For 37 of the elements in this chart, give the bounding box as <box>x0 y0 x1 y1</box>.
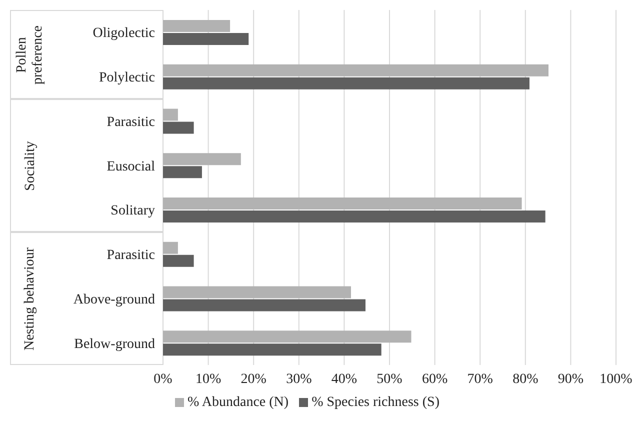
x-tick-label: 90% <box>558 372 584 387</box>
x-tick-label: 40% <box>331 372 358 387</box>
bar <box>163 330 412 343</box>
bar <box>163 64 549 76</box>
bar <box>163 254 194 267</box>
bar <box>163 210 546 222</box>
y-tick-label: Below-ground <box>74 336 155 352</box>
bar <box>163 122 194 134</box>
bar <box>163 153 241 166</box>
bar <box>163 20 230 32</box>
x-tick-label: 20% <box>240 372 267 387</box>
bar <box>163 299 366 312</box>
bar <box>163 77 530 90</box>
x-tick-label: 0% <box>154 372 173 387</box>
y-tick-label: Oligolectic <box>92 26 155 42</box>
bar <box>163 242 178 254</box>
bar <box>163 286 351 298</box>
bar <box>163 198 522 210</box>
x-tick-label: 50% <box>376 372 403 387</box>
y-tick-label: Solitary <box>110 204 155 219</box>
bar <box>163 166 202 178</box>
bar <box>163 33 249 45</box>
y-tick-label: Parasitic <box>106 248 155 264</box>
y-tick-label: Parasitic <box>106 114 155 130</box>
y-tick-label: Polylectic <box>99 70 155 86</box>
legend-label: % Abundance (N) <box>188 395 289 410</box>
x-tick-label: 10% <box>195 372 222 387</box>
x-tick-label: 30% <box>286 372 312 387</box>
x-tick-label: 80% <box>512 372 539 387</box>
bar <box>163 344 382 356</box>
y-tick-label: Eusocial <box>106 159 156 174</box>
x-tick-label: 70% <box>467 372 494 387</box>
legend-label: % Species richness (S) <box>312 395 440 410</box>
x-tick-label: 100% <box>600 372 633 387</box>
bar <box>163 108 178 121</box>
x-tick-label: 60% <box>422 372 448 387</box>
y-tick-label: Above-ground <box>73 292 155 308</box>
